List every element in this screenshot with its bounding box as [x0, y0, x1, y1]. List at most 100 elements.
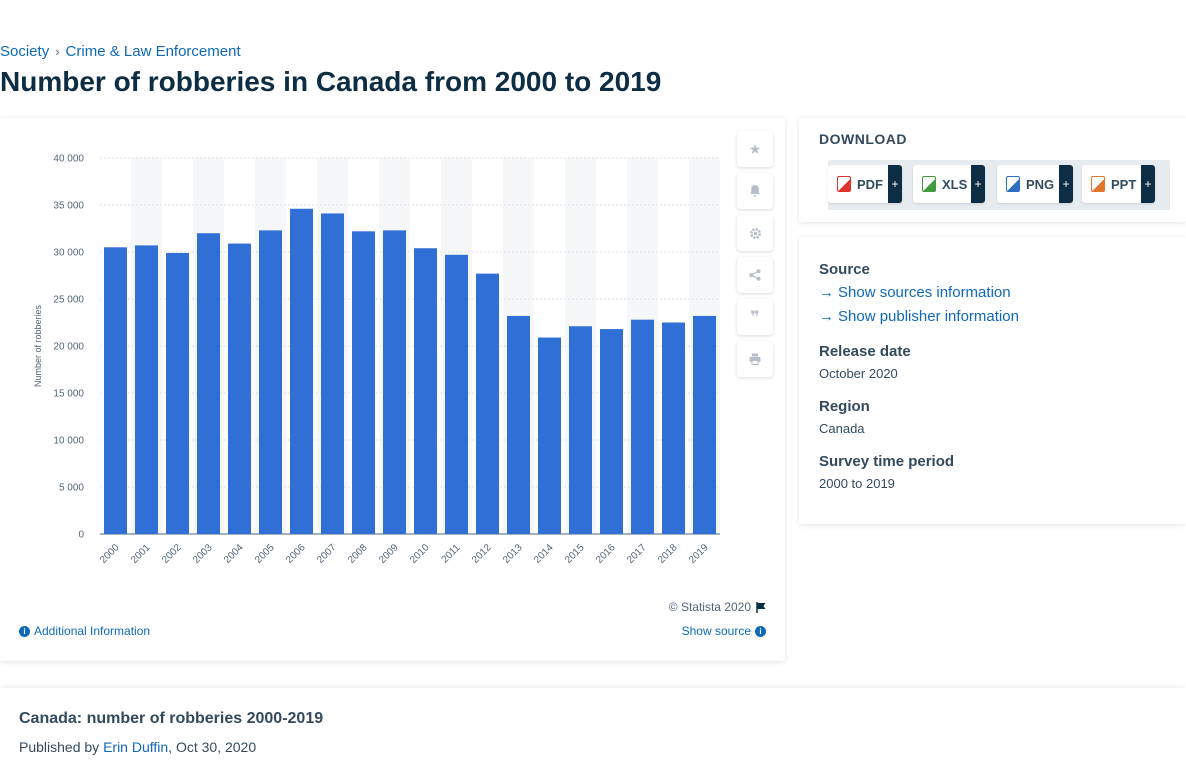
statistic-details: Source → Show sources information → Show…	[799, 237, 1186, 524]
breadcrumb-separator: ›	[55, 44, 60, 59]
download-png-button[interactable]: PNG +	[997, 165, 1073, 203]
y-tick-label: 25 000	[53, 295, 84, 306]
download-pdf-plus[interactable]: +	[888, 165, 902, 203]
print-button[interactable]	[737, 341, 773, 377]
bar-2017	[631, 319, 654, 534]
bar-2015	[569, 326, 592, 534]
bar-2018	[662, 322, 685, 534]
page-title: Number of robberies in Canada from 2000 …	[0, 66, 662, 97]
pdf-file-icon	[837, 176, 851, 192]
y-tick-label: 10 000	[53, 436, 84, 447]
survey-period-value: 2000 to 2019	[819, 476, 895, 491]
download-ppt-plus[interactable]: +	[1141, 165, 1155, 203]
bar-2005	[259, 230, 282, 534]
bar-2002	[166, 252, 189, 534]
png-file-icon	[1006, 176, 1020, 192]
x-tick-label: 2019	[687, 542, 711, 566]
notification-button[interactable]	[737, 173, 773, 209]
source-heading: Source	[819, 261, 870, 278]
show-source-label: Show source	[681, 624, 751, 638]
copyright-note: © Statista 2020	[669, 600, 767, 614]
settings-button[interactable]	[737, 215, 773, 251]
show-source-link[interactable]: Show source i	[682, 624, 766, 638]
cite-button[interactable]: ❞	[737, 299, 773, 335]
breadcrumb-crime-link[interactable]: Crime & Law Enforcement	[65, 43, 241, 60]
additional-information-label: Additional Information	[34, 624, 151, 638]
download-xls-label: XLS	[942, 176, 968, 192]
download-title: DOWNLOAD	[819, 131, 907, 147]
show-publisher-link[interactable]: → Show publisher information	[819, 308, 1019, 325]
author-link[interactable]: Erin Duffin	[103, 739, 169, 755]
bell-icon	[750, 184, 760, 197]
download-xls-plus[interactable]: +	[971, 165, 985, 203]
bar-2016	[600, 329, 623, 534]
x-tick-label: 2008	[346, 542, 370, 566]
favorite-button[interactable]: ★	[737, 131, 773, 167]
x-tick-label: 2001	[129, 542, 153, 566]
x-tick-label: 2017	[625, 542, 649, 566]
download-pdf-button[interactable]: PDF +	[828, 165, 902, 203]
info-icon: i	[755, 625, 766, 637]
x-tick-label: 2000	[98, 542, 122, 566]
chart-toolbar: ★ ❞	[737, 131, 773, 377]
statistic-summary-title: Canada: number of robberies 2000-2019	[19, 710, 324, 727]
x-tick-label: 2007	[315, 542, 339, 566]
bar-2001	[135, 245, 158, 535]
bar-2011	[445, 254, 468, 534]
star-icon: ★	[748, 140, 762, 157]
x-tick-label: 2004	[222, 542, 246, 566]
bar-2010	[414, 248, 437, 535]
y-tick-label: 15 000	[53, 389, 84, 400]
release-date-heading: Release date	[819, 343, 911, 360]
release-date-value: October 2020	[819, 366, 898, 381]
x-tick-label: 2002	[160, 542, 184, 566]
download-xls-button[interactable]: XLS +	[913, 165, 985, 203]
download-pdf-label: PDF	[857, 176, 883, 192]
y-tick-label: 0	[78, 530, 84, 541]
show-sources-link[interactable]: → Show sources information	[819, 284, 1011, 301]
x-tick-label: 2015	[563, 542, 587, 566]
show-publisher-label: Show publisher information	[838, 308, 1019, 325]
y-tick-label: 40 000	[53, 154, 84, 165]
bar-2014	[538, 337, 561, 534]
y-tick-label: 5 000	[59, 483, 84, 494]
y-tick-label: 20 000	[53, 342, 84, 353]
bar-2007	[321, 213, 344, 534]
xls-file-icon	[922, 176, 936, 192]
arrow-right-icon: →	[819, 284, 834, 301]
bar-2000	[104, 247, 127, 535]
x-tick-label: 2006	[284, 542, 308, 566]
breadcrumb-society-link[interactable]: Society	[0, 43, 50, 60]
region-value: Canada	[819, 421, 865, 436]
bar-2004	[228, 243, 251, 534]
print-icon	[749, 353, 761, 365]
y-tick-label: 35 000	[53, 201, 84, 212]
statistic-summary: Canada: number of robberies 2000-2019 Pu…	[0, 688, 1186, 760]
additional-information-link[interactable]: i Additional Information	[19, 624, 150, 638]
download-png-plus[interactable]: +	[1059, 165, 1073, 203]
x-tick-label: 2005	[253, 542, 277, 566]
download-card: DOWNLOAD PDF + XLS + PNG + PPT +	[799, 118, 1186, 222]
bar-2003	[197, 233, 220, 534]
arrow-right-icon: →	[819, 308, 834, 325]
bar-2012	[476, 273, 499, 534]
quote-icon: ❞	[750, 309, 760, 326]
share-button[interactable]	[737, 257, 773, 293]
download-ppt-button[interactable]: PPT +	[1082, 165, 1155, 203]
info-icon: i	[19, 625, 30, 637]
region-heading: Region	[819, 398, 870, 415]
download-buttons: PDF + XLS + PNG + PPT +	[828, 160, 1170, 210]
show-sources-label: Show sources information	[838, 284, 1011, 301]
ppt-file-icon	[1091, 176, 1105, 192]
bar-2008	[352, 231, 375, 534]
x-tick-label: 2014	[532, 542, 556, 566]
bar-2013	[507, 315, 530, 534]
x-tick-label: 2011	[440, 542, 463, 565]
y-tick-label: 30 000	[53, 248, 84, 259]
chart-card: 0 5 000 10 000 15 000 20 000 25 000 30 000 35 0…	[0, 118, 785, 661]
gear-icon	[749, 227, 761, 239]
published-date: , Oct 30, 2020	[168, 739, 257, 755]
y-axis-label: Number of robberies	[33, 304, 43, 387]
flag-icon[interactable]	[756, 601, 767, 613]
download-png-label: PNG	[1026, 176, 1055, 192]
